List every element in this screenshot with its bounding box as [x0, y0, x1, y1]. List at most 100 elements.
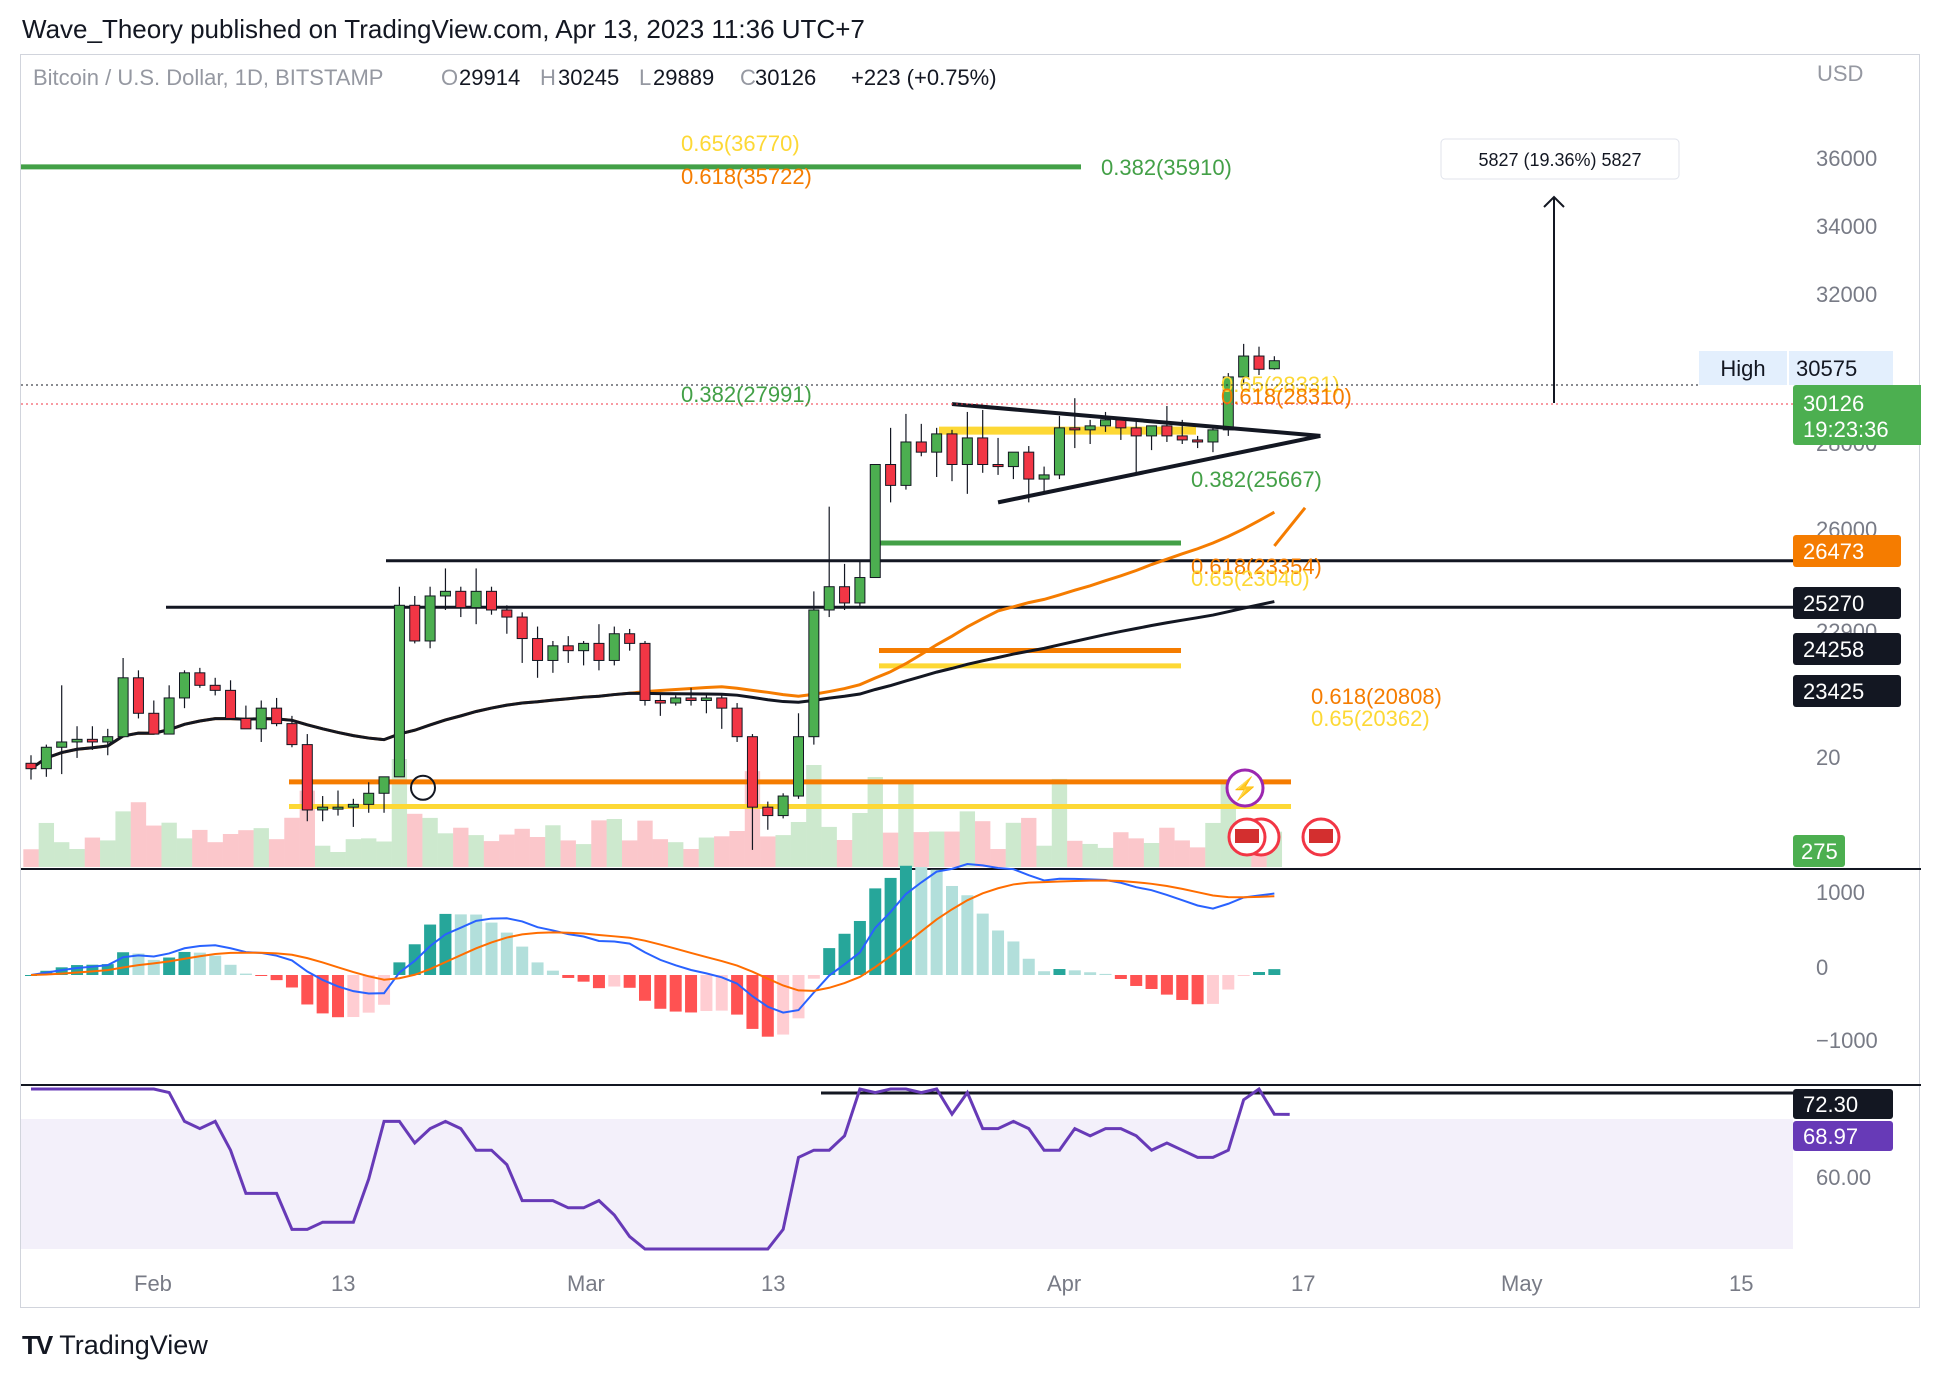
event-icons[interactable]: ⚡: [1225, 768, 1341, 857]
macd-histogram-bar: [1176, 975, 1189, 1000]
candle-body: [900, 441, 912, 486]
candle-body: [424, 595, 436, 642]
triangle-upper: [951, 402, 1321, 438]
volume-bar: [652, 839, 669, 867]
macd-histogram-bar: [301, 975, 314, 1005]
volume-bar: [514, 828, 530, 867]
measure-tool[interactable]: 5827 (19.36%) 5827: [1440, 138, 1680, 403]
last-price: 30126: [1803, 391, 1864, 416]
legend-close: 30126: [755, 65, 816, 90]
macd-histogram-bar: [117, 952, 130, 975]
macd-histogram-bar: [1053, 969, 1066, 975]
volume-bar: [38, 822, 55, 867]
candle-body: [132, 677, 144, 714]
macd-histogram-bar: [915, 867, 928, 975]
y-tick: 32000: [1816, 282, 1877, 307]
price-tag-sma: 23425: [1793, 675, 1901, 707]
volume-bar: [1005, 822, 1022, 867]
macd-histogram-bar: [1253, 972, 1265, 975]
candle-body: [1038, 474, 1050, 480]
volume-bar: [453, 827, 469, 867]
macd-histogram-bar: [562, 975, 575, 978]
candle-body: [86, 738, 98, 743]
macd-histogram-bar: [1068, 970, 1081, 975]
chart-frame[interactable]: Bitcoin / U.S. Dollar, 1D, BITSTAMP O 29…: [20, 54, 1921, 1309]
volume-bar: [668, 842, 684, 867]
macd-histogram-bar: [1145, 975, 1158, 990]
candle-body: [194, 672, 206, 686]
volume-tag: 275: [1801, 839, 1838, 864]
macd-histogram-bar: [1206, 975, 1219, 1004]
candle-body: [946, 433, 958, 466]
macd-histogram-bar: [178, 951, 191, 975]
lightning-icon[interactable]: [1225, 768, 1265, 808]
high-value: 30575: [1796, 356, 1857, 381]
x-tick: 13: [331, 1271, 355, 1296]
candle-body: [301, 744, 313, 811]
volume-bar: [529, 837, 546, 867]
macd-histogram-bar: [899, 865, 912, 975]
macd-histogram-bar: [209, 955, 222, 975]
legend-symbol: Bitcoin / U.S. Dollar, 1D, BITSTAMP: [33, 65, 383, 90]
last-price-bg: [1793, 385, 1921, 445]
tradingview-footer[interactable]: TV TradingView: [22, 1330, 208, 1361]
ema-tag: 26473: [1803, 539, 1864, 564]
volume-bar: [1021, 817, 1037, 867]
candle-body: [1100, 419, 1111, 427]
crossover-marker: [410, 774, 436, 801]
price-tag-ema: 26473: [1793, 535, 1901, 567]
high-tag-bg: [1699, 351, 1787, 385]
volume-bar: [483, 841, 500, 867]
volume-bar: [806, 765, 822, 867]
candle-body: [793, 736, 804, 797]
legend-high: 30245: [558, 65, 619, 90]
volume-bar: [437, 833, 454, 867]
macd-histogram-bar: [193, 952, 206, 975]
volume-bar: [882, 832, 899, 867]
price-tag-rsi-high: 72.30: [1793, 1089, 1893, 1119]
ema-tag-bg: [1793, 535, 1901, 567]
candle-body: [516, 616, 528, 640]
candle-body: [347, 803, 359, 808]
fib-labels: 0.65(36770) 0.618(35722) 0.382(35910) 0.382…: [681, 131, 1442, 731]
legend-h-label: H: [540, 65, 556, 90]
macd-histogram-bar: [869, 888, 882, 975]
macd-tick: 0: [1816, 955, 1828, 980]
macd-line: [30, 863, 1275, 1014]
candle-body: [363, 792, 375, 805]
rsi-tick: 60.00: [1816, 1165, 1871, 1190]
macd-histogram-bar: [1022, 958, 1035, 975]
candle-body: [271, 707, 283, 725]
candle-body: [409, 604, 421, 642]
rsi-tag-bg: [1793, 1121, 1893, 1151]
volume-bar: [928, 831, 945, 867]
macd-histogram-bar: [746, 975, 759, 1029]
volume-bar: [560, 840, 576, 867]
chart-canvas[interactable]: Bitcoin / U.S. Dollar, 1D, BITSTAMP O 29…: [21, 55, 1921, 1309]
candle-body: [854, 577, 866, 604]
volume-tag-bg: [1793, 835, 1845, 867]
macd-histogram-bar: [1191, 975, 1204, 1005]
candle-body: [317, 806, 329, 811]
macd-histogram-bar: [654, 975, 667, 1009]
fib-label: 0.618(23354): [1191, 554, 1322, 579]
macd-histogram-bar: [853, 920, 866, 975]
candle-body: [547, 645, 559, 661]
candle-body: [562, 645, 574, 652]
sma-tag-bg: [1793, 675, 1901, 707]
volume-bar: [852, 813, 868, 867]
fib-label: 0.618(35722): [681, 164, 812, 189]
measure-box: [1440, 138, 1680, 180]
candle-body: [71, 738, 83, 743]
volume-bar: [821, 826, 837, 867]
macd-histogram-bar: [86, 964, 99, 975]
volume-bar: [468, 835, 484, 867]
y-tick: 34000: [1816, 214, 1877, 239]
measure-label: 5827 (19.36%) 5827: [1478, 150, 1641, 170]
rsi-axis: 60.00: [1816, 1165, 1871, 1190]
volume-bar: [422, 817, 438, 867]
volume-bar: [591, 820, 607, 867]
candle-body: [1192, 439, 1204, 443]
macd-histogram-bar: [393, 962, 406, 975]
candle-body: [163, 697, 175, 735]
